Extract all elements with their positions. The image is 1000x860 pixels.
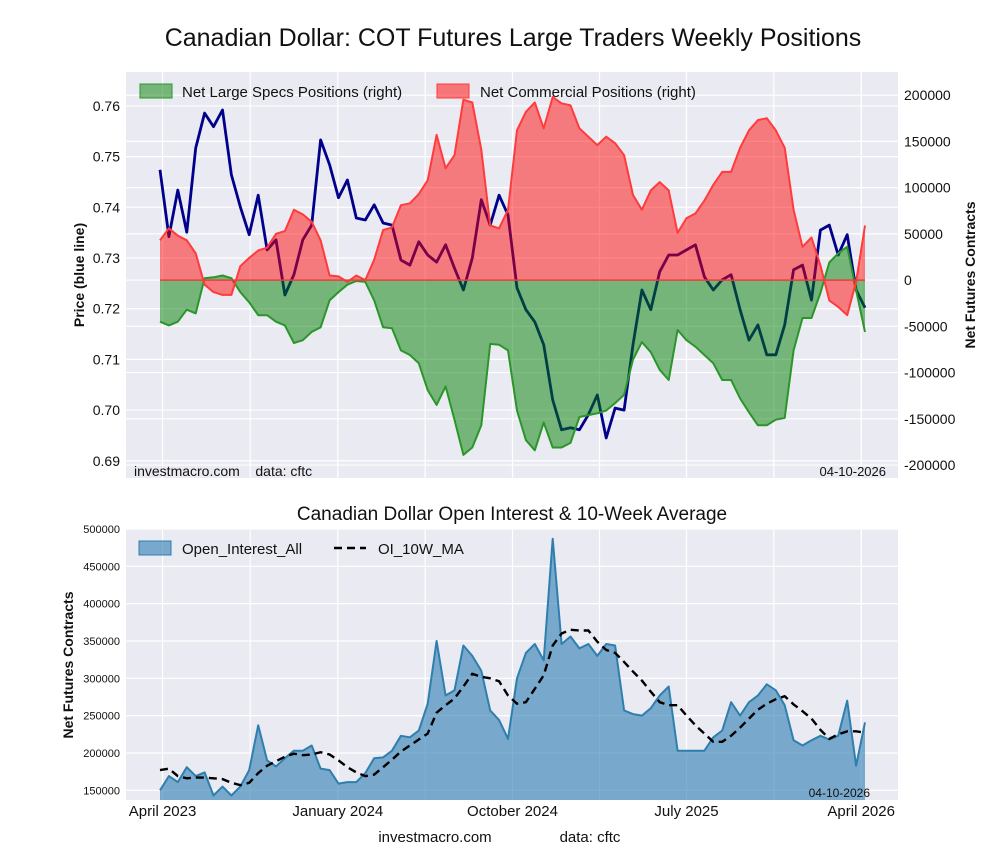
y-tick-left: 0.70 <box>93 402 120 418</box>
footer-site: investmacro.com <box>378 829 491 846</box>
chart-title: Canadian Dollar Open Interest & 10-Week … <box>297 504 727 525</box>
y-tick-left: 0.71 <box>93 351 120 367</box>
oi-10w-ma-line <box>159 628 866 787</box>
watermark: investmacro.com data: cftc <box>134 463 312 479</box>
y-tick-right: -200000 <box>904 457 956 473</box>
legend-swatch-open-interest <box>138 540 172 556</box>
y-tick-left: 0.69 <box>93 453 120 469</box>
y-tick-right: -50000 <box>904 318 948 334</box>
date-stamp: 04-10-2026 <box>809 786 871 800</box>
x-tick: January 2024 <box>292 803 383 820</box>
y-tick: 500000 <box>83 524 120 536</box>
commercial-line <box>159 96 866 317</box>
y-tick-right: 50000 <box>904 226 943 242</box>
open-interest-chart: Canadian Dollar Open Interest & 10-Week … <box>60 504 898 820</box>
y-tick-left: 0.76 <box>93 98 120 114</box>
legend-label-open-interest: Open_Interest_All <box>182 541 302 558</box>
page-title: Canadian Dollar: COT Futures Large Trade… <box>165 24 862 52</box>
open-interest-area <box>160 538 865 800</box>
y-axis-label-left: Price (blue line) <box>71 223 87 327</box>
y-tick-left: 0.73 <box>93 250 120 266</box>
x-tick: April 2026 <box>827 803 895 820</box>
legend-swatch-large-specs <box>139 83 173 99</box>
y-tick-right: 150000 <box>904 133 951 149</box>
y-tick: 250000 <box>83 711 120 723</box>
y-tick-left: 0.72 <box>93 301 120 317</box>
y-axis-label-right: Net Futures Contracts <box>962 201 978 348</box>
open-interest-line <box>159 537 866 797</box>
y-tick-right: 0 <box>904 272 912 288</box>
y-tick: 350000 <box>83 636 120 648</box>
y-tick: 450000 <box>83 561 120 573</box>
y-tick-right: 100000 <box>904 180 951 196</box>
y-tick-right: -150000 <box>904 411 956 427</box>
large-specs-line <box>159 245 866 456</box>
commercial-area <box>160 97 865 316</box>
y-tick: 400000 <box>83 599 120 611</box>
y-tick-left: 0.75 <box>93 149 120 165</box>
large-specs-area <box>160 246 865 455</box>
y-tick: 200000 <box>83 748 120 760</box>
x-tick: April 2023 <box>129 803 197 820</box>
legend-label-commercial: Net Commercial Positions (right) <box>480 84 696 101</box>
footer-source: data: cftc <box>560 829 621 846</box>
legend-label-ma: OI_10W_MA <box>378 541 464 558</box>
legend-swatch-commercial <box>436 83 470 99</box>
date-stamp: 04-10-2026 <box>820 464 887 479</box>
x-tick: July 2025 <box>654 803 718 820</box>
y-tick-left: 0.74 <box>93 199 120 215</box>
y-tick: 300000 <box>83 673 120 685</box>
x-tick: October 2024 <box>467 803 558 820</box>
y-axis-label: Net Futures Contracts <box>60 591 76 738</box>
legend-label-large-specs: Net Large Specs Positions (right) <box>182 84 402 101</box>
y-tick-right: -100000 <box>904 365 956 381</box>
y-tick: 150000 <box>83 785 120 797</box>
positions-chart: 0.69 0.70 0.71 0.72 0.73 0.74 0.75 0.76 -200000 -… <box>71 72 978 479</box>
y-tick-right: 200000 <box>904 87 951 103</box>
